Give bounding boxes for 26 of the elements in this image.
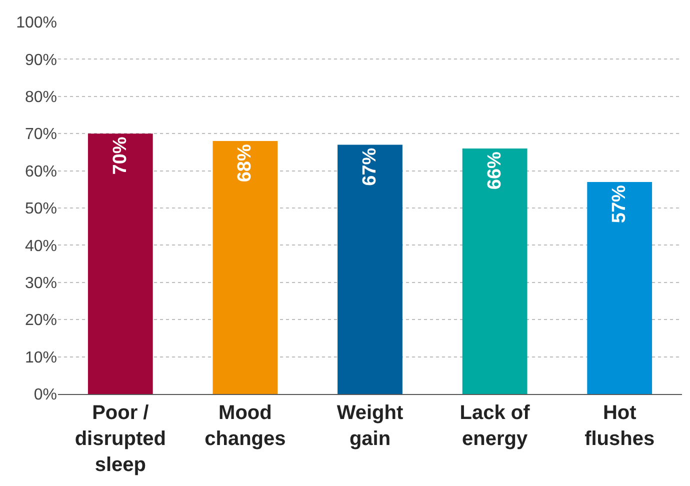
y-tick-label: 20% (24, 312, 57, 330)
bar (587, 182, 652, 394)
data-label: 66% (484, 151, 506, 190)
y-tick-label: 100% (16, 14, 57, 32)
bar (338, 144, 402, 394)
data-label: 57% (609, 184, 630, 224)
x-tick-label: Weight gain (336, 402, 404, 450)
bar (88, 134, 153, 394)
y-tick-label: 60% (24, 163, 57, 180)
x-tick-label: Poor / disrupted sleep (74, 402, 166, 476)
y-tick-label: 80% (24, 89, 57, 106)
x-tick-label: Mood changes (204, 402, 286, 450)
y-tick-label: 40% (24, 238, 57, 255)
y-tick-label: 0% (34, 386, 57, 404)
data-label: 70% (110, 136, 131, 175)
data-label: 67% (360, 148, 380, 186)
bar (462, 148, 528, 394)
y-tick-label: 70% (24, 126, 57, 144)
y-tick-label: 10% (24, 349, 57, 366)
data-label: 68% (234, 144, 256, 182)
x-tick-label: Lack of energy (460, 402, 530, 450)
y-tick-label: 50% (24, 200, 57, 218)
x-tick-label: Hot flushes (584, 402, 655, 450)
y-tick-label: 30% (24, 275, 57, 292)
bar (212, 141, 278, 394)
y-tick-label: 90% (24, 52, 57, 69)
